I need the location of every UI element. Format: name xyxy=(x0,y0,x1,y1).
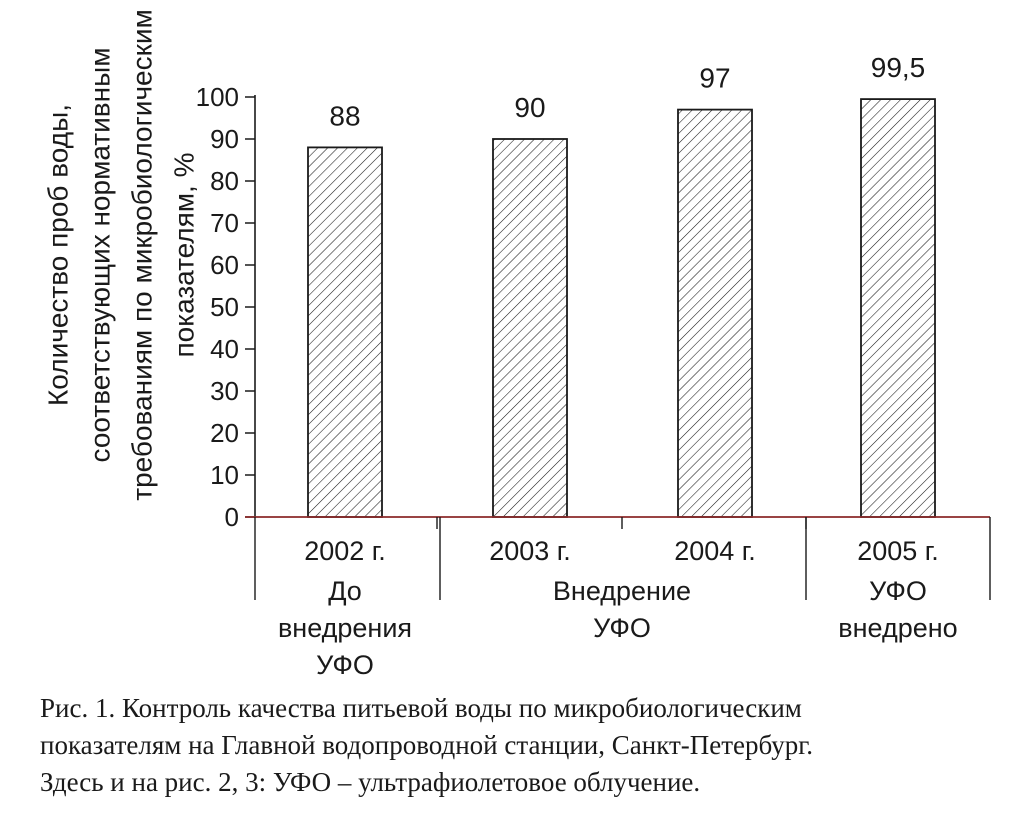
y-tick-label: 50 xyxy=(210,292,239,322)
y-axis-label: Количество проб воды, соответствующих нор… xyxy=(43,9,200,501)
bar xyxy=(492,138,568,518)
x-tick-label: 2002 г. xyxy=(304,536,386,566)
bar-value-label: 99,5 xyxy=(871,52,926,83)
bar-value-label: 88 xyxy=(329,100,360,131)
group-label-line: УФО xyxy=(593,613,651,643)
x-axis: 2002 г. 2003 г. 2004 г. 2005 г. До внедрения У… xyxy=(245,516,991,680)
y-tick-label: 30 xyxy=(210,376,239,406)
y-tick-label: 10 xyxy=(210,460,239,490)
bar xyxy=(677,108,753,518)
y-axis-label-line-1: Количество проб воды, xyxy=(43,104,74,406)
y-tick-label: 20 xyxy=(210,418,239,448)
caption-line-2: показателям на Главной водопроводной ста… xyxy=(40,730,814,760)
y-tick-label: 70 xyxy=(210,208,239,238)
bar xyxy=(860,98,936,518)
caption-line-3: Здесь и на рис. 2, 3: УФО – ультрафиолет… xyxy=(40,767,701,797)
bar-value-label: 97 xyxy=(699,63,730,94)
y-tick-label: 60 xyxy=(210,250,239,280)
x-tick-label: 2005 г. xyxy=(857,536,939,566)
group-label-line: УФО xyxy=(869,576,927,606)
bar-value-label: 90 xyxy=(514,92,545,123)
y-tick-label: 90 xyxy=(210,124,239,154)
y-axis-label-line-3: требованиям по микробиологическим xyxy=(127,9,158,501)
y-tick-label: 0 xyxy=(225,502,239,532)
group-label-line: внедрения xyxy=(278,613,412,643)
x-tick-label: 2003 г. xyxy=(489,536,571,566)
y-tick-label: 40 xyxy=(210,334,239,364)
y-axis-label-line-2: соответствующих нормативным xyxy=(85,48,116,463)
bars: 88 90 97 99,5 xyxy=(307,52,936,518)
figure-caption: Рис. 1. Контроль качества питьевой воды … xyxy=(40,690,1010,801)
y-axis-label-line-4: показателям, % xyxy=(169,152,200,357)
bar xyxy=(307,146,383,518)
x-tick-label: 2004 г. xyxy=(674,536,756,566)
y-tick-label: 80 xyxy=(210,166,239,196)
group-label-line: внедрено xyxy=(838,613,957,643)
y-tick-label: 100 xyxy=(196,82,239,112)
y-axis: 0 10 20 30 40 50 60 70 80 90 100 xyxy=(196,82,256,532)
group-label-line: Внедрение xyxy=(553,576,691,606)
caption-line-1: Рис. 1. Контроль качества питьевой воды … xyxy=(40,693,802,723)
group-label-line: До xyxy=(328,576,362,606)
group-label-line: УФО xyxy=(316,650,374,680)
bar-chart: Количество проб воды, соответствующих нор… xyxy=(43,9,991,680)
